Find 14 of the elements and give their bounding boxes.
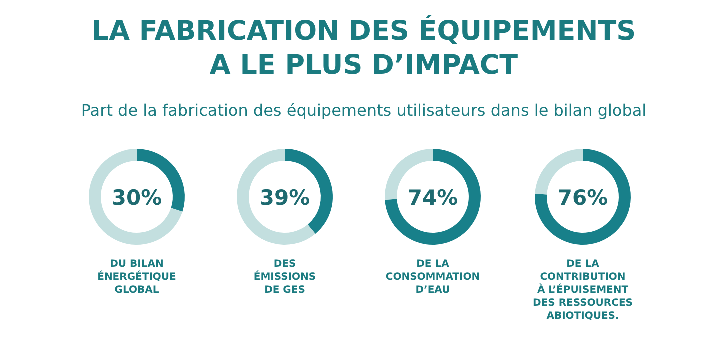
donut-slice: [89, 149, 183, 245]
text: 76%: [558, 186, 608, 210]
text: DE LA CONTRIBUTION À L’ÉPUISEMENT DES RESSOURCES ABIOTIQUES.: [533, 259, 633, 322]
text: 74%: [408, 186, 458, 210]
donut-slice: [385, 149, 481, 245]
text: DES ÉMISSIONS DE GES: [254, 259, 316, 296]
text: 30%: [112, 186, 162, 210]
text: DE LA CONSOMMATION D’EAU: [386, 259, 480, 296]
text: DU BILAN ÉNERGÉTIQUE GLOBAL: [98, 259, 177, 296]
donut-slice: [535, 149, 631, 245]
text: LA FABRICATION DES ÉQUIPEMENTS A LE PLUS D’IMPACT: [92, 14, 636, 81]
donut-slice: [237, 149, 316, 245]
text: Part de la fabrication des équipements utilisateurs dans le bilan global: [81, 101, 647, 120]
text: 39%: [260, 186, 310, 210]
